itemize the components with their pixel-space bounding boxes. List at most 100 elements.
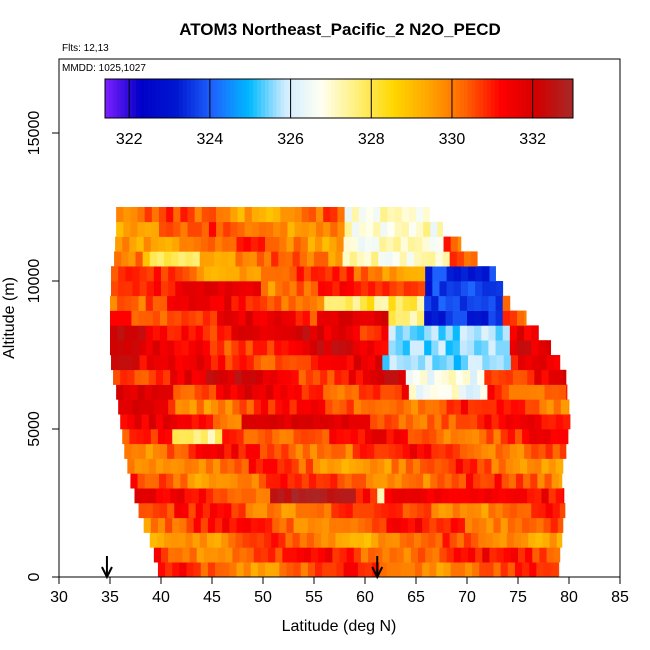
colorbar-swatch [132,79,137,118]
colorbar-swatch [292,79,297,118]
heatmap-cell [239,547,248,563]
heatmap-cell [344,473,353,489]
heatmap-cell [493,562,502,578]
heatmap-cell [163,488,171,504]
heatmap-cell [222,429,230,445]
heatmap-cell [238,325,247,341]
x-tick-label: 40 [152,589,170,606]
heatmap-cell [312,414,321,430]
date-annotation: MMDD: 1025,1027 [62,63,146,74]
heatmap-cell [372,517,380,533]
colorbar-swatch [440,79,445,118]
heatmap-cell [152,295,161,311]
heatmap-cell [230,221,238,237]
heatmap-cell [188,503,197,519]
heatmap-cell [255,369,264,385]
heatmap-cell [551,384,560,400]
heatmap-cell [348,414,357,430]
heatmap-cell [274,310,282,326]
heatmap-cell [299,251,308,267]
heatmap-cell [253,547,262,563]
colorbar-swatch [128,79,133,118]
heatmap-cell [375,547,383,563]
heatmap-cell [156,251,165,267]
heatmap-cell [161,399,169,415]
heatmap-cell [289,355,298,371]
heatmap-cell [372,562,380,578]
heatmap-cell [367,310,375,326]
heatmap-cell [178,532,186,548]
heatmap-cell [477,414,485,430]
heatmap-cell [234,488,242,504]
heatmap-cell [234,458,242,474]
heatmap-cell [188,443,197,459]
heatmap-cell [324,310,332,326]
heatmap-cell [489,281,497,297]
heatmap-cell [167,295,175,311]
heatmap-cell [353,547,362,563]
heatmap-cell [209,340,218,356]
heatmap-cell [174,340,182,356]
heatmap-cell [358,473,367,489]
heatmap-cell [498,369,507,385]
heatmap-cell [541,369,549,385]
colorbar-swatch [479,79,484,118]
heatmap-cell [291,458,300,474]
heatmap-cell [425,355,433,371]
heatmap-cell [385,251,393,267]
heatmap-cell [541,414,549,430]
heatmap-cell [265,429,273,445]
colorbar-tick-label: 324 [197,131,224,148]
heatmap-cell [474,503,482,519]
heatmap-cell [296,266,305,282]
heatmap-cell [386,562,394,578]
heatmap-cell [284,369,292,385]
colorbar-swatch [210,79,215,118]
heatmap-cell [344,221,353,237]
heatmap-cell [562,488,565,504]
heatmap-cell [407,429,416,445]
colorbar-swatch [381,79,387,118]
heatmap-cell [371,251,379,267]
heatmap-cell [224,503,232,519]
heatmap-cell [441,458,450,474]
heatmap-cell [214,251,222,267]
heatmap-cell [496,355,505,371]
heatmap-cell [334,458,342,474]
heatmap-cell [380,473,388,489]
heatmap-cell [366,384,374,400]
heatmap-cell [532,399,540,415]
heatmap-cell [294,384,303,400]
heatmap-cell [284,488,292,504]
heatmap-cell [279,562,287,578]
heatmap-cell [277,488,285,504]
heatmap-cell [346,355,355,371]
heatmap-cell [562,369,567,385]
heatmap-cell [138,503,147,519]
heatmap-cell [118,355,126,371]
heatmap-cell [359,325,368,341]
heatmap-cell [237,207,246,223]
heatmap-cell [393,517,402,533]
heatmap-cell [328,532,336,548]
heatmap-cell [302,295,311,311]
heatmap-cell [194,473,203,489]
heatmap-cell [223,207,231,223]
heatmap-cell [306,251,315,267]
heatmap-cell [118,281,126,297]
heatmap-cell [175,355,183,371]
heatmap-cell [315,236,323,252]
heatmap-cell [149,251,158,267]
heatmap-cell [236,517,245,533]
heatmap-cell [487,473,495,489]
heatmap-cell [231,503,239,519]
colorbar-swatch [108,79,114,118]
heatmap-cell [280,207,288,223]
heatmap-cell [310,547,319,563]
heatmap-cell [362,458,371,474]
heatmap-cell [180,207,188,223]
heatmap-cell [323,473,331,489]
heatmap-cell [387,384,395,400]
heatmap-cell [189,281,198,297]
